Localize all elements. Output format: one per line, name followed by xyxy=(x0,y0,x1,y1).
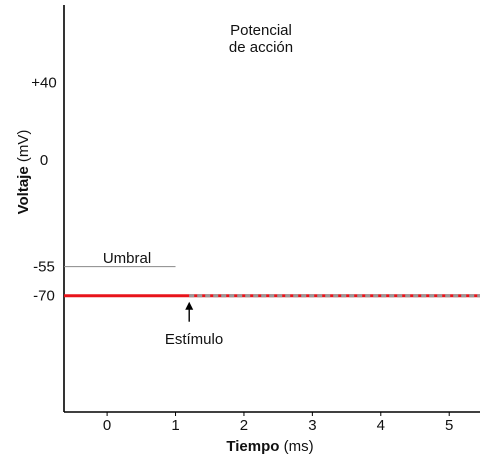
y-tick-label: -70 xyxy=(33,288,55,305)
stimulus-arrow-head xyxy=(185,301,194,310)
y-axis-label-unit: (mV) xyxy=(15,130,32,163)
y-tick-label: 0 xyxy=(40,152,48,169)
x-axis-label: Tiempo (ms) xyxy=(226,438,313,455)
y-tick-label: -55 xyxy=(33,259,55,276)
chart-title-line-1: Potencial xyxy=(230,22,292,39)
x-axis-label-main: Tiempo xyxy=(226,438,279,455)
tick-labels: 0 1 2 3 4 5 +40 0 -55 -70 xyxy=(31,75,453,434)
y-tick-label: +40 xyxy=(31,75,56,92)
x-tick-label: 5 xyxy=(445,417,453,434)
axes xyxy=(63,5,480,416)
x-axis-label-unit: (ms) xyxy=(284,438,314,455)
threshold-label: Umbral xyxy=(103,250,151,267)
chart-title-line-2: de acción xyxy=(229,39,293,56)
x-tick-label: 4 xyxy=(377,417,385,434)
x-tick-label: 1 xyxy=(171,417,179,434)
x-tick-label: 3 xyxy=(308,417,316,434)
y-axis-label: Voltaje (mV) xyxy=(15,130,32,215)
chart-marks xyxy=(64,266,480,322)
stimulus-label: Estímulo xyxy=(165,331,223,348)
y-axis-label-main: Voltaje xyxy=(15,166,32,214)
x-tick-label: 2 xyxy=(240,417,248,434)
x-tick-label: 0 xyxy=(103,417,111,434)
